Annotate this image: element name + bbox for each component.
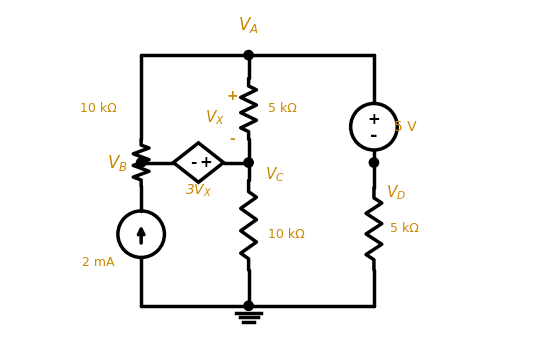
Text: +: + bbox=[368, 112, 381, 127]
Text: 5 kΩ: 5 kΩ bbox=[390, 222, 419, 235]
Circle shape bbox=[244, 301, 253, 310]
Circle shape bbox=[244, 158, 253, 167]
Text: 10 kΩ: 10 kΩ bbox=[268, 228, 305, 241]
Text: 5 kΩ: 5 kΩ bbox=[268, 102, 297, 115]
Text: 2 mA: 2 mA bbox=[82, 256, 114, 269]
Circle shape bbox=[369, 158, 378, 167]
Text: $\mathregular{V_C}$: $\mathregular{V_C}$ bbox=[265, 166, 285, 185]
Text: -: - bbox=[370, 127, 378, 145]
Circle shape bbox=[244, 50, 253, 60]
Text: -: - bbox=[230, 132, 236, 146]
Circle shape bbox=[136, 158, 146, 167]
Text: $\mathregular{V_B}$: $\mathregular{V_B}$ bbox=[108, 153, 128, 173]
Text: -: - bbox=[190, 155, 196, 170]
Text: $\mathregular{3V_X}$: $\mathregular{3V_X}$ bbox=[185, 183, 212, 199]
Text: 10 kΩ: 10 kΩ bbox=[80, 102, 117, 115]
Text: +: + bbox=[199, 155, 212, 170]
Text: $\mathregular{V_X}$: $\mathregular{V_X}$ bbox=[205, 108, 224, 127]
Text: 5 V: 5 V bbox=[394, 120, 416, 134]
Text: +: + bbox=[227, 89, 238, 103]
Text: $\mathregular{V_D}$: $\mathregular{V_D}$ bbox=[386, 184, 407, 202]
Text: $\mathregular{V_A}$: $\mathregular{V_A}$ bbox=[238, 15, 259, 35]
